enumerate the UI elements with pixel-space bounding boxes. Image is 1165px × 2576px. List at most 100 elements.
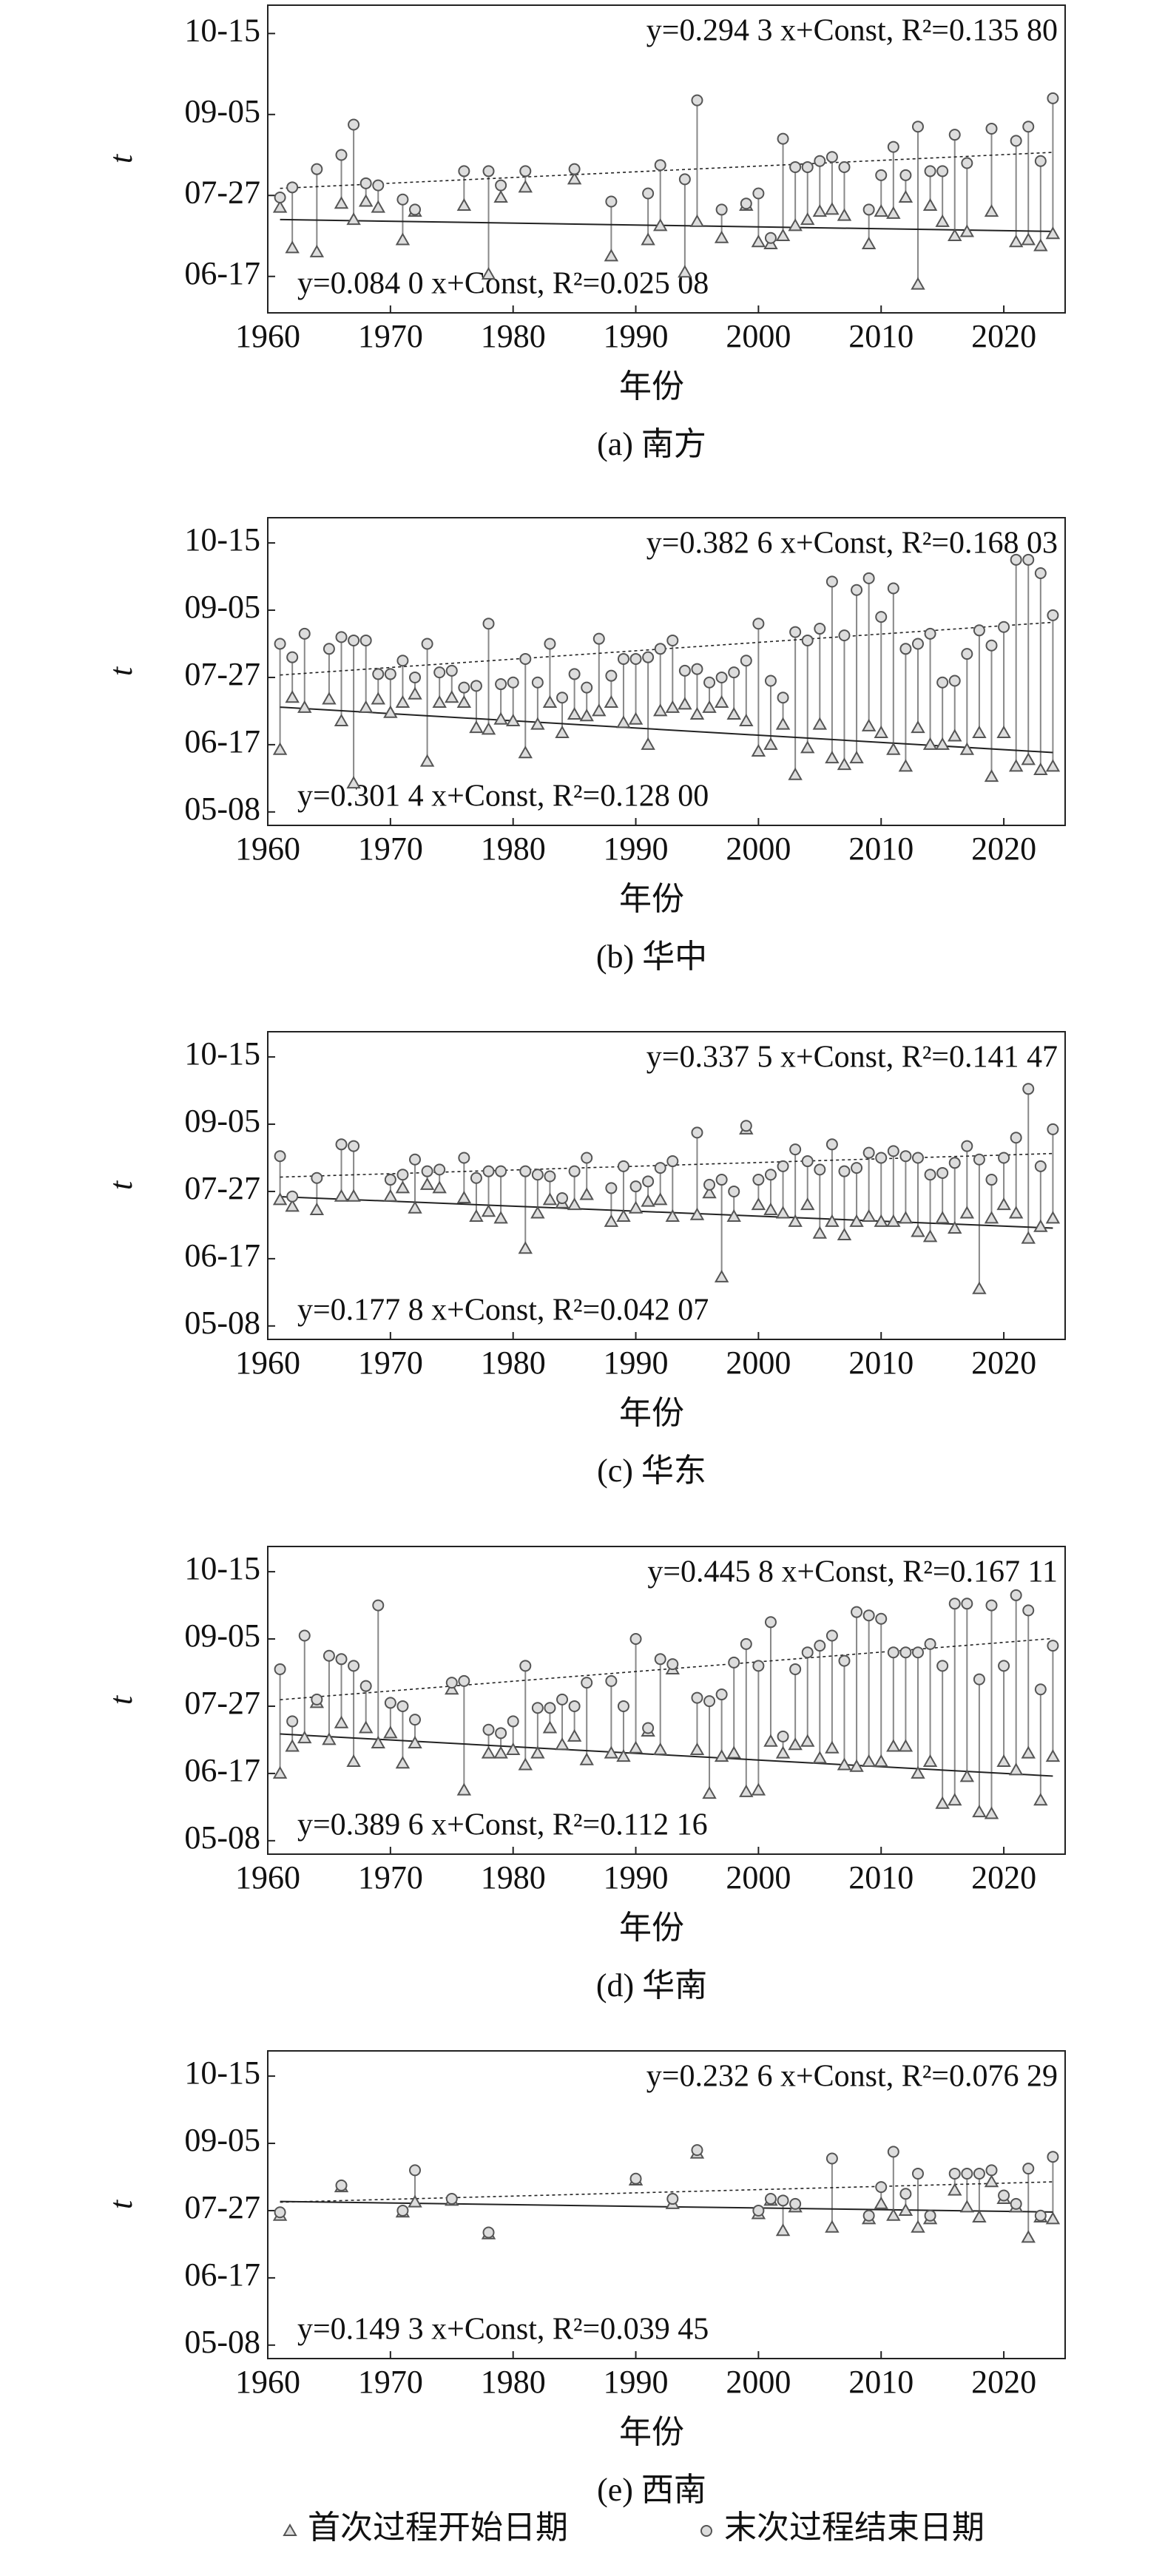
end-marker [311,1693,323,1705]
start-marker [775,1206,791,1219]
end-marker [924,1169,936,1181]
end-marker [458,1674,470,1687]
end-marker [581,1677,593,1689]
start-marker [1045,1211,1061,1224]
end-marker [605,1182,618,1194]
start-marker [371,200,385,213]
end-marker [678,664,691,677]
end-marker [1022,553,1035,566]
end-marker [973,624,985,637]
start-marker [825,1740,840,1754]
start-marker [751,234,766,248]
end-marker [875,611,888,623]
start-marker [984,1806,999,1819]
start-marker [334,1189,349,1202]
end-marker [396,1700,409,1712]
end-marker [642,651,655,663]
end-marker [764,1616,777,1629]
end-marker [838,629,851,642]
end-marker [1022,2163,1035,2175]
start-marker [948,1220,962,1234]
end-marker [617,1160,629,1172]
start-marker [408,1735,422,1748]
end-marker [1034,567,1047,580]
end-marker [531,1702,544,1714]
end-marker [666,634,679,646]
trend-line [280,152,1053,189]
start-marker [285,1199,300,1212]
start-marker [665,700,681,713]
end-marker [899,1646,912,1659]
start-marker [922,737,938,750]
y-axis-label: t [103,2199,139,2209]
end-marker [286,1715,299,1728]
start-marker [935,1796,950,1809]
end-marker [789,1663,802,1675]
y-tick-label: 05-08 [184,1819,260,1856]
x-tick-label: 1960 [235,1345,300,1381]
end-marker [421,638,433,650]
end-marker [691,663,703,675]
trend-line [280,218,1053,232]
end-marker [409,2164,422,2177]
end-marker [752,1174,765,1186]
y-tick-label: 09-05 [184,1103,260,1139]
start-marker [959,742,975,755]
end-marker [789,1143,802,1156]
legend-label: 首次过程开始日期 [308,2509,568,2546]
x-tick-label: 2020 [971,2364,1036,2400]
start-marker [334,1715,349,1728]
end-marker [924,1637,936,1650]
end-marker [482,1723,495,1736]
start-marker [800,1197,815,1211]
end-marker [335,1653,348,1666]
end-marker [445,2193,458,2205]
start-marker [763,1202,778,1215]
start-marker [959,2200,975,2213]
end-marker [862,1146,875,1159]
panel-caption: (b) 华中 [596,939,707,975]
x-tick-label: 2020 [971,831,1036,867]
start-marker [481,1204,496,1217]
y-tick-label: 07-27 [184,174,260,210]
end-marker [752,187,765,200]
start-marker [358,194,374,207]
trend-equation: y=0.389 6 x+Const, R²=0.112 16 [297,1808,708,1842]
end-marker [814,1640,826,1652]
end-marker [359,177,372,189]
start-marker [874,2196,888,2209]
start-marker [1033,238,1048,251]
end-marker [531,1169,544,1181]
end-marker [409,1153,422,1166]
start-marker [984,2174,999,2188]
end-marker [838,1165,851,1177]
end-marker [703,1695,716,1708]
start-marker [678,265,692,278]
start-marker [481,1745,496,1759]
trend-line [280,1152,1053,1178]
end-marker [274,1150,286,1163]
start-marker [445,690,459,703]
start-marker [604,1214,619,1227]
end-marker [359,1680,372,1692]
start-marker [1021,1231,1036,1244]
start-marker [984,1211,999,1224]
legend-label: 末次过程结束日期 [724,2509,985,2546]
y-tick-label: 09-05 [184,2122,260,2158]
y-tick-label: 07-27 [184,1170,260,1206]
start-marker [1021,2230,1036,2243]
start-marker [763,737,778,750]
end-marker [482,618,495,630]
start-marker [886,2208,901,2221]
end-marker [396,655,409,667]
start-marker [493,711,508,725]
start-marker [849,1214,864,1227]
end-marker [470,680,482,692]
start-marker [628,1200,644,1214]
trend-line [280,2181,1053,2203]
start-marker [775,717,791,730]
y-tick-label: 10-15 [184,12,260,48]
end-marker [911,638,924,650]
start-marker [371,1735,385,1748]
